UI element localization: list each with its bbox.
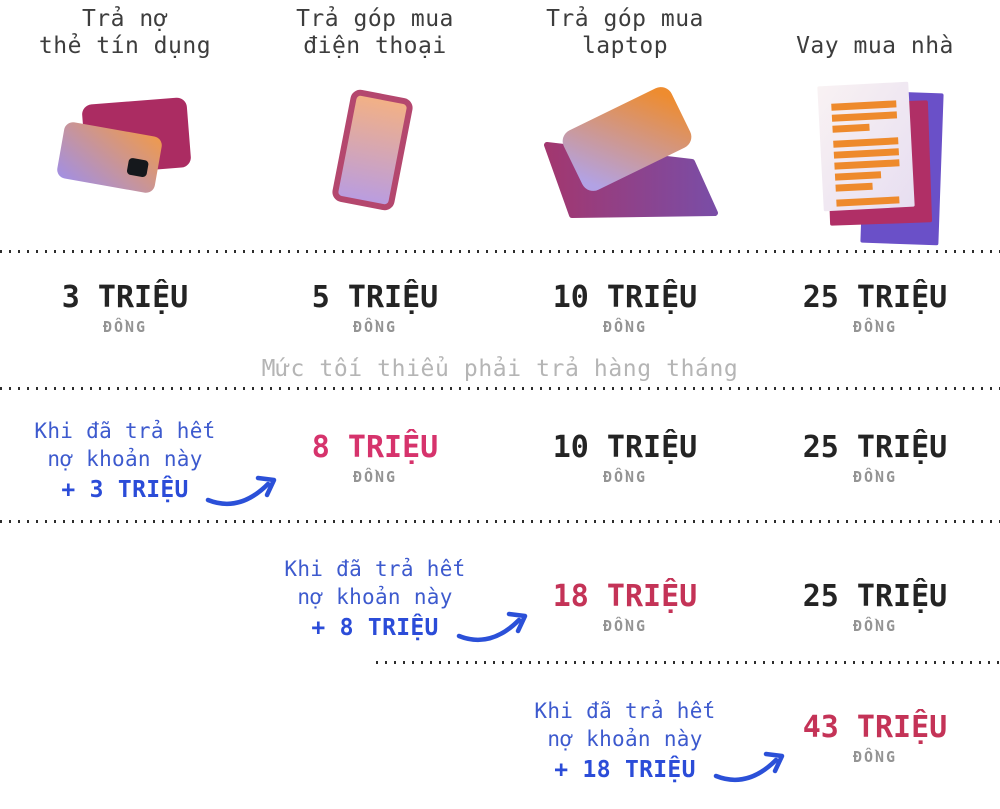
currency-label: ĐỒNG — [852, 748, 898, 766]
amount-cell: 8 TRIỆU ĐỒNG — [250, 400, 500, 487]
header-line: Vay mua nhà — [796, 33, 954, 59]
amount-cell: 43 TRIỆU ĐỒNG — [750, 662, 1000, 767]
note-line: Khi đã trả hết — [284, 557, 466, 581]
column-headers: Trả nợ thẻ tín dụng Trả góp mua điện tho… — [0, 6, 1000, 60]
phone-icon — [250, 62, 500, 248]
note-line: Khi đã trả hết — [34, 419, 216, 443]
currency-label: ĐỒNG — [602, 617, 648, 635]
amount-value: 25 TRIỆU — [802, 280, 948, 315]
amount-cell: 10 TRIỆU ĐỒNG — [500, 280, 750, 337]
currency-label: ĐỒNG — [852, 617, 898, 635]
note-line: nợ khoản này — [297, 585, 453, 609]
note-added-amount: + 3 TRIỆU — [61, 477, 189, 503]
header-laptop-installment: Trả góp mua laptop — [500, 6, 750, 60]
currency-label: ĐỒNG — [102, 318, 148, 336]
curved-arrow-icon — [456, 611, 528, 643]
amount-value: 3 TRIỆU — [61, 280, 189, 315]
minimum-payment-caption: Mức tối thiểu phải trả hàng tháng — [261, 356, 739, 382]
currency-label: ĐỒNG — [602, 468, 648, 486]
initial-debts-row: 3 TRIỆU ĐỒNG 5 TRIỆU ĐỒNG 10 TRIỆU ĐỒNG … — [0, 280, 1000, 337]
amount-cell: 25 TRIỆU ĐỒNG — [750, 400, 1000, 487]
snowball-step-1-row: Khi đã trả hết nợ khoản này + 3 TRIỆU 8 … — [0, 400, 1000, 520]
laptop-icon — [500, 62, 750, 248]
currency-label: ĐỒNG — [602, 318, 648, 336]
amount-value: 8 TRIỆU — [311, 430, 439, 465]
header-credit-card-debt: Trả nợ thẻ tín dụng — [0, 6, 250, 60]
header-home-loan: Vay mua nhà — [750, 6, 1000, 60]
note-added-amount: + 8 TRIỆU — [311, 615, 439, 641]
amount-cell: 10 TRIỆU ĐỒNG — [500, 400, 750, 487]
amount-cell: 25 TRIỆU ĐỒNG — [750, 521, 1000, 636]
documents-icon — [750, 62, 1000, 248]
note-added-amount: + 18 TRIỆU — [554, 757, 696, 783]
currency-label: ĐỒNG — [852, 318, 898, 336]
header-line: thẻ tín dụng — [38, 33, 212, 59]
currency-label: ĐỒNG — [352, 318, 398, 336]
currency-label: ĐỒNG — [352, 468, 398, 486]
amount-value: 10 TRIỆU — [552, 280, 698, 315]
header-line: điện thoại — [303, 33, 447, 59]
amount-value: 25 TRIỆU — [802, 579, 948, 614]
snowball-note: Khi đã trả hết nợ khoản này + 8 TRIỆU — [250, 521, 500, 642]
amount-value: 18 TRIỆU — [552, 579, 698, 614]
curved-arrow-icon — [713, 751, 785, 783]
amount-value: 10 TRIỆU — [552, 430, 698, 465]
amount-cell: 18 TRIỆU ĐỒNG — [500, 521, 750, 636]
credit-cards-icon — [0, 62, 250, 248]
amount-value: 43 TRIỆU — [802, 710, 948, 745]
dotted-divider-2 — [0, 387, 1000, 390]
icons-row — [0, 62, 1000, 248]
header-line: Trả góp mua — [296, 6, 454, 32]
currency-label: ĐỒNG — [852, 468, 898, 486]
note-line: Khi đã trả hết — [534, 699, 716, 723]
amount-value: 5 TRIỆU — [311, 280, 439, 315]
curved-arrow-icon — [205, 475, 277, 507]
amount-cell: 25 TRIỆU ĐỒNG — [750, 280, 1000, 337]
snowball-note: Khi đã trả hết nợ khoản này + 3 TRIỆU — [0, 400, 250, 504]
note-line: nợ khoản này — [47, 447, 203, 471]
snowball-note: Khi đã trả hết nợ khoản này + 18 TRIỆU — [500, 662, 750, 784]
header-line: laptop — [581, 33, 669, 59]
header-phone-installment: Trả góp mua điện thoại — [250, 6, 500, 60]
dotted-divider-1 — [0, 250, 1000, 253]
snowball-step-3-row: Khi đã trả hết nợ khoản này + 18 TRIỆU 4… — [0, 662, 1000, 809]
header-line: Trả góp mua — [546, 6, 704, 32]
amount-cell: 5 TRIỆU ĐỒNG — [250, 280, 500, 337]
dotted-divider-3 — [0, 520, 1000, 523]
amount-value: 25 TRIỆU — [802, 430, 948, 465]
snowball-step-2-row: Khi đã trả hết nợ khoản này + 8 TRIỆU 18… — [0, 521, 1000, 661]
amount-cell: 3 TRIỆU ĐỒNG — [0, 280, 250, 337]
dotted-divider-4 — [376, 661, 1000, 664]
header-line: Trả nợ — [81, 6, 169, 32]
note-line: nợ khoản này — [547, 727, 703, 751]
